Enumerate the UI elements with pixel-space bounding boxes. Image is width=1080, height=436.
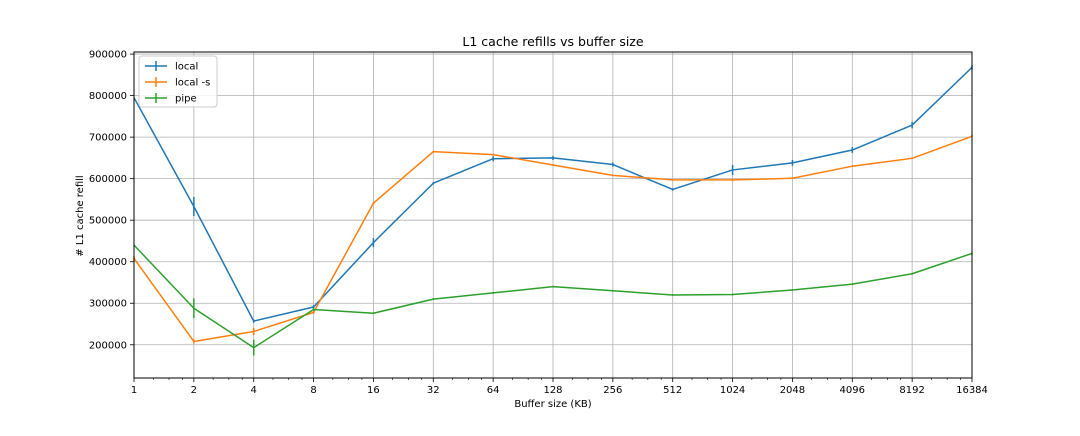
x-tick-label: 2048: [780, 385, 805, 396]
x-tick-label: 16: [367, 385, 380, 396]
x-tick-label: 128: [543, 385, 562, 396]
x-tick-label: 256: [603, 385, 622, 396]
y-tick-label: 600000: [89, 174, 127, 185]
x-tick-label: 512: [663, 385, 682, 396]
axes: 1 2 4 8 16 32 64 128 256 512 1024 2048 4096 8192 16384…: [89, 50, 988, 396]
x-tick-label: 8192: [899, 385, 924, 396]
y-tick-label: 300000: [89, 299, 127, 310]
y-tick-label: 500000: [89, 216, 127, 227]
x-axis-label: Buffer size (KB): [514, 399, 591, 410]
x-tick-label: 1: [131, 385, 137, 396]
x-tick-label: 2: [191, 385, 197, 396]
x-tick-label: 4096: [840, 385, 865, 396]
legend: local local -s pipe: [138, 55, 218, 108]
x-tick-label: 4: [251, 385, 257, 396]
legend-label-pipe: pipe: [175, 94, 197, 105]
x-tick-label: 32: [427, 385, 440, 396]
y-tick-label: 800000: [89, 91, 127, 102]
y-tick-label: 900000: [89, 50, 127, 61]
x-tick-label: 8: [310, 385, 316, 396]
y-tick-label: 400000: [89, 257, 127, 268]
y-axis-label: # L1 cache refill: [75, 175, 86, 256]
x-tick-label: 1024: [720, 385, 745, 396]
legend-label-local: local: [175, 62, 198, 73]
chart-title: L1 cache refills vs buffer size: [462, 34, 643, 49]
x-tick-label: 64: [487, 385, 500, 396]
y-tick-label: 200000: [89, 340, 127, 351]
x-tick-label: 16384: [956, 385, 988, 396]
grid-lines: [133, 52, 973, 378]
y-tick-label: 700000: [89, 133, 127, 144]
legend-label-local-s: local -s: [175, 78, 210, 89]
series-layer: [133, 65, 973, 356]
legend-box: [138, 55, 218, 108]
